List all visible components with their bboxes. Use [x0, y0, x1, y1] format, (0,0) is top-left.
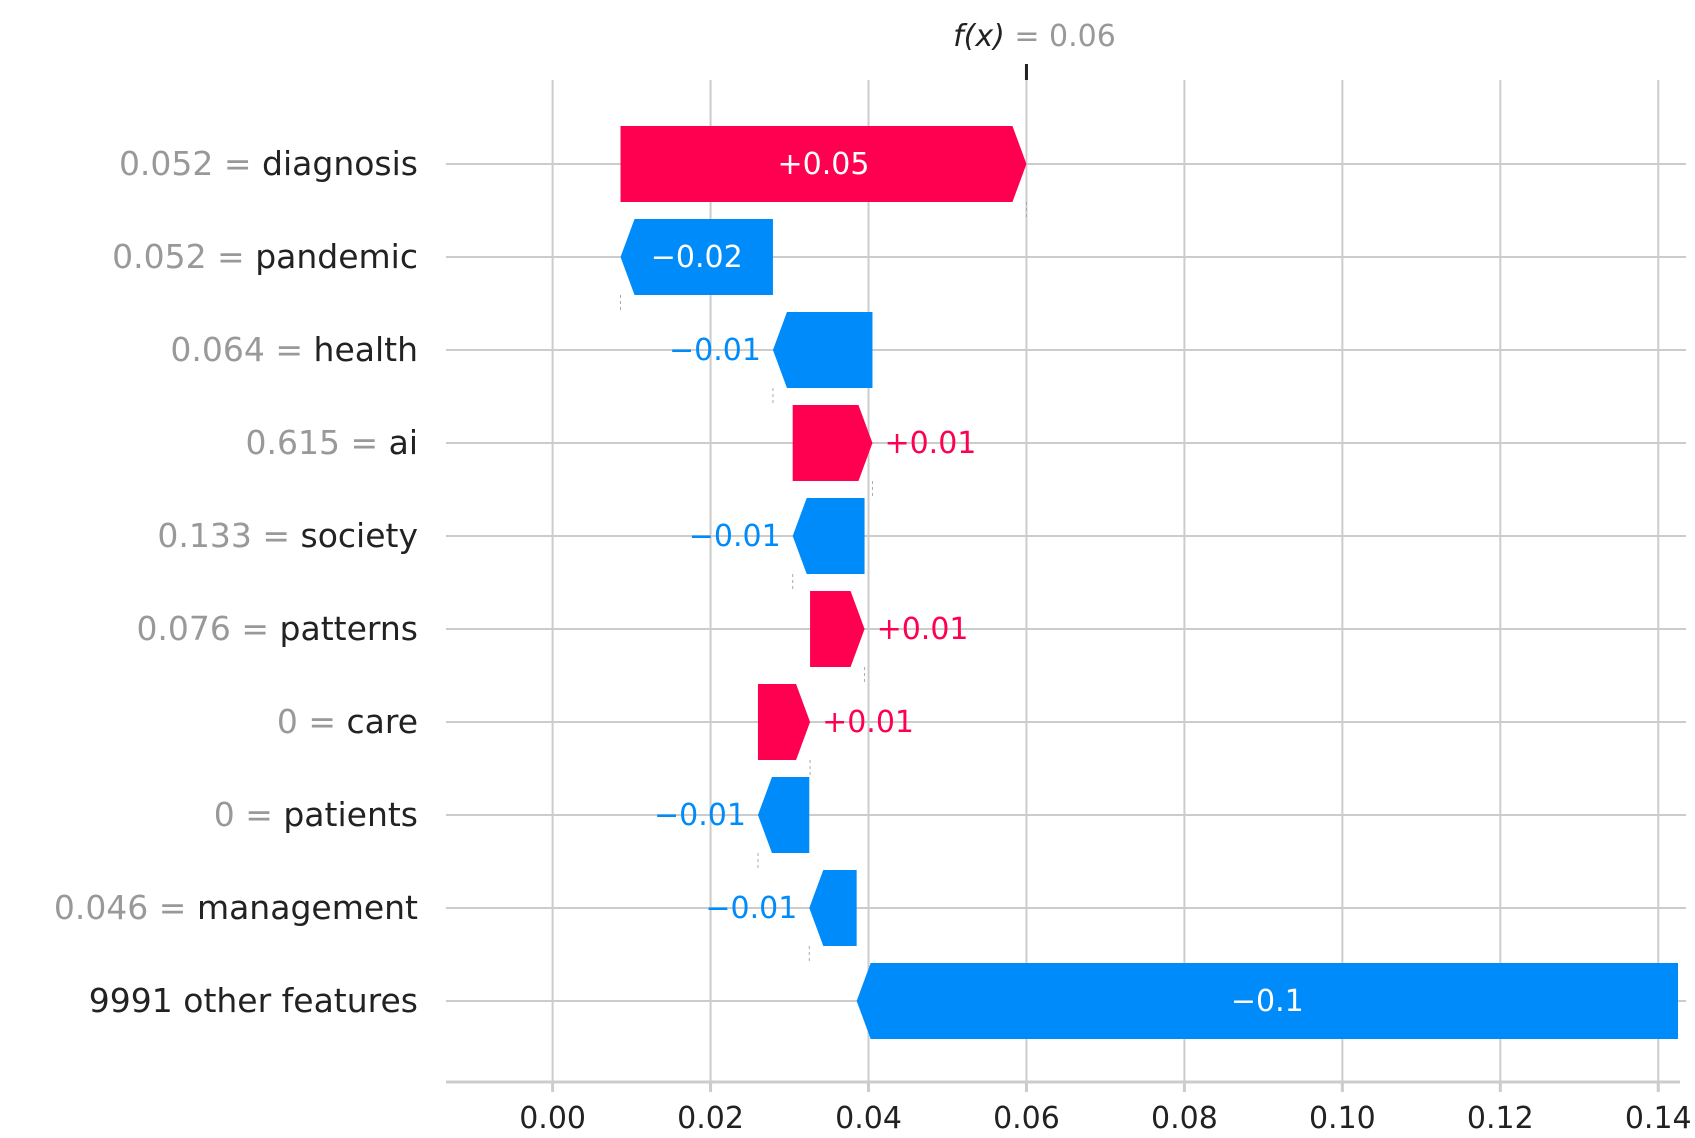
bar-value-label: +0.05 — [778, 147, 870, 182]
x-tick-label: 0.06 — [993, 1101, 1060, 1136]
feature-label: 0.076 = patterns — [136, 609, 418, 648]
feature-label: 0.064 = health — [170, 330, 418, 369]
feature-name: diagnosis — [262, 144, 418, 183]
feature-name: health — [314, 330, 418, 369]
bar-value-label: −0.01 — [669, 333, 761, 368]
feature-value: 0.133 = — [157, 516, 300, 555]
bar-value-label: +0.01 — [884, 426, 976, 461]
waterfall-rows: +0.05 0.052 = diagnosis −0.02 0.052 = pande… — [54, 126, 1678, 1039]
x-tick-label: 0.12 — [1467, 1101, 1534, 1136]
feature-name: patterns — [280, 609, 418, 648]
feature-label: 0.046 = management — [54, 888, 418, 927]
x-axis: 0.00 0.02 0.04 0.06 0.08 0.10 0.12 0.14 — [446, 1080, 1692, 1136]
feature-name: pandemic — [255, 237, 418, 276]
fx-value: 0.06 — [1049, 19, 1116, 54]
feature-label: 0.133 = society — [157, 516, 418, 555]
waterfall-bar — [620, 219, 773, 295]
feature-value: 0 = — [277, 702, 347, 741]
feature-label: 0.615 = ai — [246, 423, 419, 462]
fx-prefix: f(x) — [953, 19, 1005, 54]
feature-name: care — [346, 702, 418, 741]
x-tick-label: 0.02 — [677, 1101, 744, 1136]
feature-value: 0.076 = — [136, 609, 279, 648]
waterfall-bar — [809, 870, 857, 946]
feature-value: 0 = — [214, 795, 284, 834]
feature-value: 0.615 = — [246, 423, 389, 462]
x-tick-label: 0.08 — [1151, 1101, 1218, 1136]
bar-value-label: −0.01 — [654, 798, 746, 833]
x-tick-label: 0.00 — [519, 1101, 586, 1136]
feature-label: 0.052 = diagnosis — [119, 144, 418, 183]
x-tick-label: 0.10 — [1309, 1101, 1376, 1136]
bar-value-label: −0.01 — [689, 519, 781, 554]
waterfall-bar — [856, 963, 1678, 1039]
fx-annotation: f(x) = 0.06 — [953, 19, 1116, 80]
waterfall-bar — [810, 591, 865, 667]
waterfall-bar — [757, 777, 810, 853]
feature-name: society — [301, 516, 418, 555]
bar-value-label: −0.01 — [705, 891, 797, 926]
x-tick-label: 0.14 — [1625, 1101, 1692, 1136]
waterfall-bar — [792, 405, 873, 481]
feature-value: 0.064 = — [170, 330, 313, 369]
waterfall-bar — [620, 126, 1027, 202]
feature-label: 0.052 = pandemic — [112, 237, 418, 276]
waterfall-bar — [757, 684, 811, 760]
feature-value: 0.052 = — [112, 237, 255, 276]
x-tick-label: 0.04 — [835, 1101, 902, 1136]
fx-label: f(x) = 0.06 — [953, 19, 1116, 54]
feature-value: 0.046 = — [54, 888, 197, 927]
bar-value-label: +0.01 — [822, 705, 914, 740]
bar-value-label: −0.02 — [651, 240, 743, 275]
waterfall-bar — [792, 498, 865, 574]
feature-name: 9991 other features — [89, 981, 418, 1020]
feature-label: 0 = patients — [214, 795, 418, 834]
feature-value: 0.052 = — [119, 144, 262, 183]
feature-label: 9991 other features — [89, 981, 418, 1020]
feature-name: management — [197, 888, 418, 927]
bar-value-label: +0.01 — [877, 612, 969, 647]
feature-name: ai — [389, 423, 418, 462]
fx-equals: = — [1005, 19, 1049, 54]
bar-value-label: −0.1 — [1231, 984, 1304, 1019]
feature-name: patients — [283, 795, 418, 834]
waterfall-bar — [772, 312, 873, 388]
feature-label: 0 = care — [277, 702, 418, 741]
